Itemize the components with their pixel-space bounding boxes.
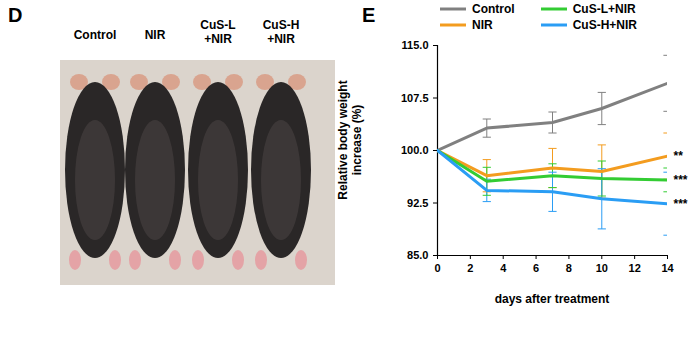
html-text:CuS-H+NIR: CuS-H+NIR xyxy=(572,18,637,32)
svg-text:14: 14 xyxy=(661,262,674,274)
html-text:Control: Control xyxy=(472,2,515,16)
svg-text:0: 0 xyxy=(434,262,440,274)
svg-text:10: 10 xyxy=(596,262,608,274)
svg-text:6: 6 xyxy=(533,262,539,274)
svg-text:**: ** xyxy=(674,149,684,163)
svg-text:8: 8 xyxy=(566,262,572,274)
html-text:CuS-L+NIR: CuS-L+NIR xyxy=(572,2,636,16)
svg-text:100.0: 100.0 xyxy=(401,144,429,156)
html-text:CuS-H +NIR: CuS-H +NIR xyxy=(262,18,300,46)
svg-text:12: 12 xyxy=(629,262,641,274)
html-text:CuS-L +NIR: CuS-L +NIR xyxy=(200,18,236,46)
svg-text:107.5: 107.5 xyxy=(401,92,429,104)
svg-text:***: *** xyxy=(674,197,688,211)
html-text:E: E xyxy=(362,4,376,26)
html-text:NIR: NIR xyxy=(472,18,493,32)
svg-text:115.0: 115.0 xyxy=(402,39,429,51)
svg-text:85.0: 85.0 xyxy=(407,249,428,261)
html-text:D: D xyxy=(8,4,23,26)
html-text:Control: Control xyxy=(73,28,117,42)
html-text:Relative body weight increase: Relative body weight increase (%) xyxy=(336,80,364,200)
svg-text:***: *** xyxy=(674,173,688,187)
svg-text:2: 2 xyxy=(467,262,473,274)
svg-text:4: 4 xyxy=(500,262,507,274)
svg-text:92.5: 92.5 xyxy=(407,197,428,209)
html-text:NIR: NIR xyxy=(144,28,166,42)
html-text:days after treatment: days after treatment xyxy=(494,292,610,306)
